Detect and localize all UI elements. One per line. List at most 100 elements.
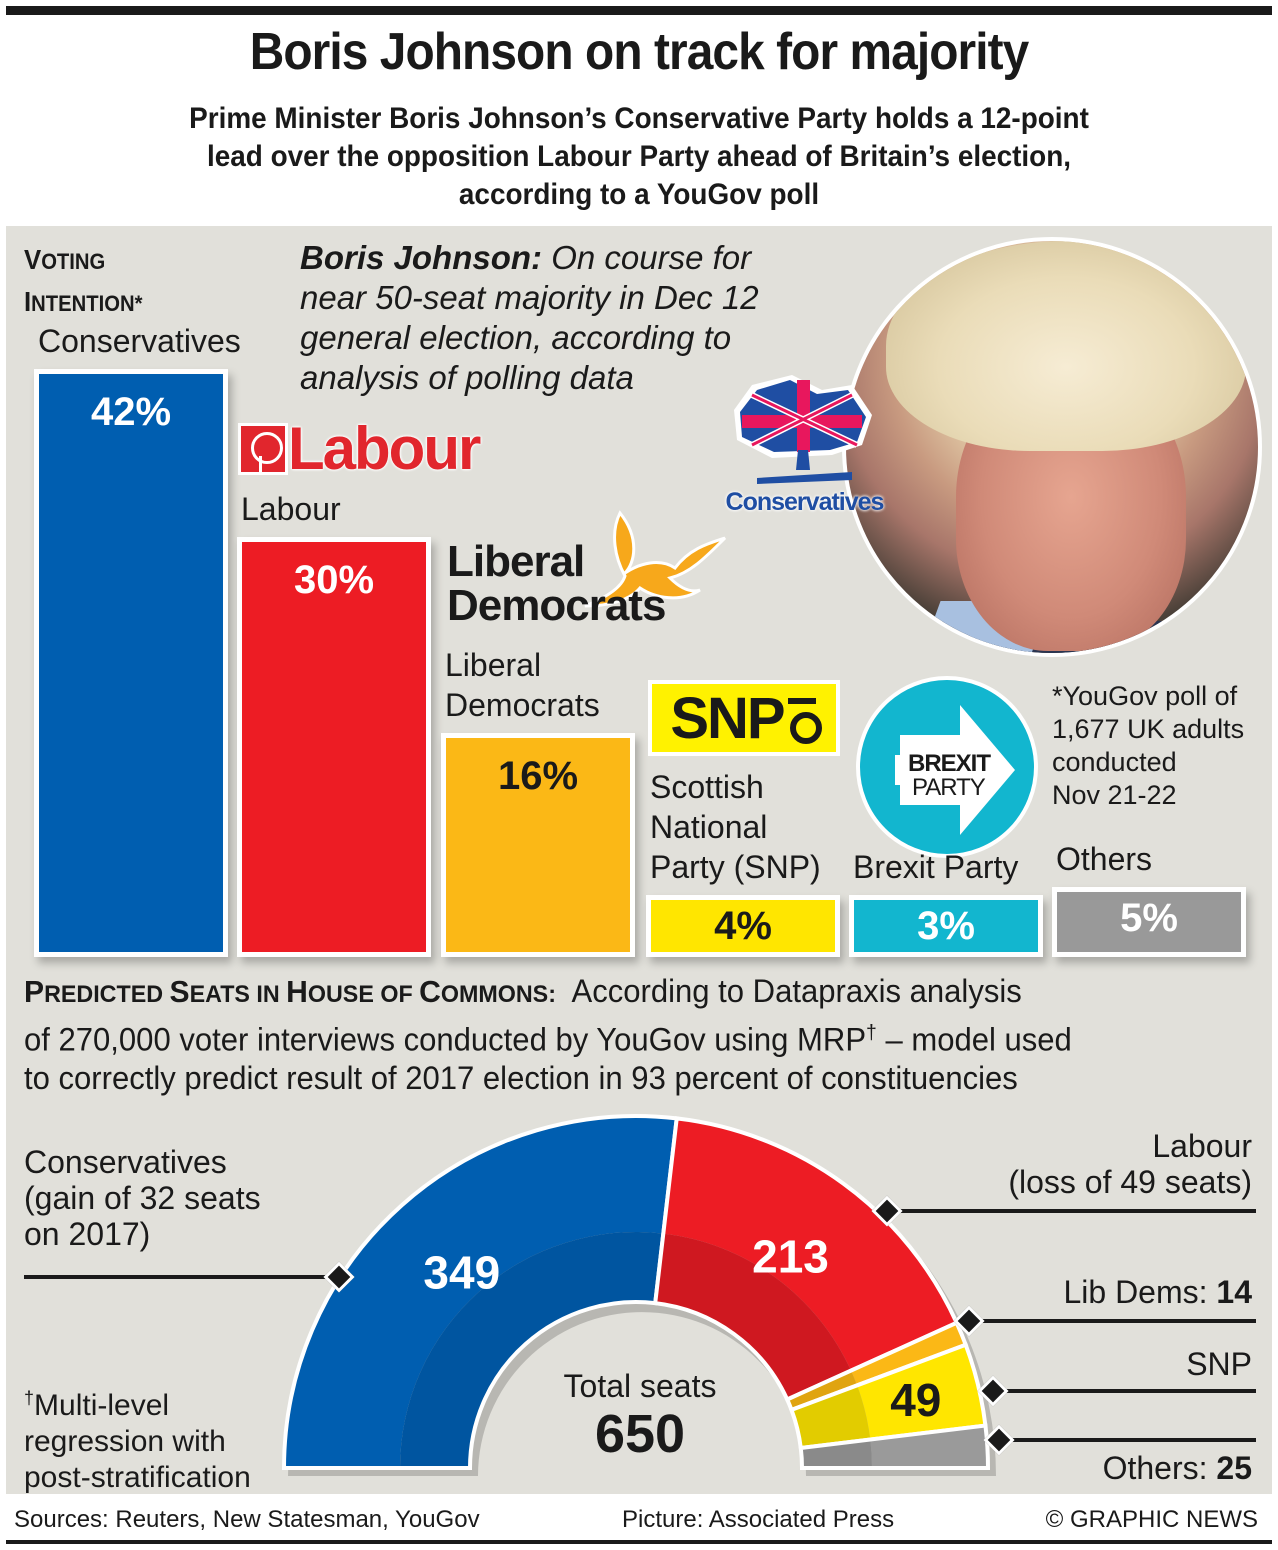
quote-speaker: Boris Johnson:: [300, 239, 543, 276]
arrow-icon: [895, 705, 1015, 835]
footnote-line: 1,677 UK adults: [1052, 714, 1245, 744]
dagger: †: [866, 1022, 877, 1044]
category-label-line: Labour: [241, 491, 341, 527]
snp-logo-text: SNP: [670, 685, 785, 751]
label-text: Lib Dems:: [1063, 1274, 1217, 1310]
quote-line: On course for: [551, 239, 752, 276]
subtitle-line: Prime Minister Boris Johnson’s Conservat…: [189, 102, 1089, 135]
copyright: © GRAPHIC NEWS: [1045, 1506, 1258, 1533]
slice-inner-band: [791, 1385, 871, 1448]
labour-logo-text: Labour: [288, 415, 481, 482]
bar-others: 5%: [1052, 887, 1246, 957]
footnote-line: regression with: [24, 1425, 226, 1458]
slice-outer-band: [663, 1118, 957, 1371]
bar-liberal-democrats: 16%: [441, 733, 635, 957]
seats-heading: PREDICTED SEATS IN HOUSE OF COMMONS: Acc…: [24, 972, 1227, 1097]
picture-credit: Picture: Associated Press: [622, 1506, 895, 1533]
slice-value-label: 49: [890, 1374, 941, 1426]
libdem-logo-line1: Liberal: [447, 537, 585, 586]
quote-line: general election, according to: [300, 319, 732, 356]
bar-category-label: Liberal Democrats: [445, 645, 600, 725]
label-libdems: Lib Dems: 14: [1063, 1274, 1252, 1310]
bar-category-label: Brexit Party: [853, 847, 1018, 887]
heading-rest: REDICTED: [44, 981, 170, 1008]
total-seats-value: 650: [594, 1404, 686, 1464]
category-label-line: Democrats: [445, 687, 600, 723]
label-text: SNP: [1186, 1346, 1252, 1382]
footnote-line: post-stratification: [24, 1461, 251, 1494]
bar-scottish-national-party-snp: 4%: [646, 895, 840, 957]
category-label-line: National: [650, 809, 768, 845]
johnson-quote: Boris Johnson: On course for near 50-sea…: [300, 238, 820, 398]
labour-logo: Labour: [238, 415, 481, 482]
total-seats: Total seats 650: [540, 1368, 740, 1464]
slice-inner-band: [400, 1232, 664, 1468]
conservatives-logo-text: Conservatives: [725, 488, 885, 516]
snp-loop-icon: [787, 696, 822, 744]
category-label-line: Brexit Party: [853, 849, 1019, 885]
rose-icon: [238, 423, 288, 475]
slice-value-label: 349: [423, 1246, 500, 1298]
footnote-line: conducted: [1052, 747, 1177, 777]
label-line: on 2017): [24, 1216, 151, 1252]
brexit-logo: BREXIT PARTY: [856, 676, 1038, 858]
bar-value-label: 16%: [497, 754, 579, 798]
conservatives-logo: Conservatives: [712, 370, 897, 520]
libdem-logo-line2: Democrats: [447, 581, 666, 630]
bar-conservatives: 42%: [34, 369, 228, 957]
heading-rest: NTENTION*: [31, 291, 143, 316]
seats-text: According to Datapraxis analysis: [564, 973, 1022, 1009]
subtitle-line: according to a YouGov poll: [458, 178, 820, 211]
bar-value-label: 5%: [1120, 896, 1178, 940]
footer: Sources: Reuters, New Statesman, YouGov …: [0, 1500, 1278, 1540]
subtitle-line: lead over the opposition Labour Party ah…: [206, 140, 1072, 173]
brexit-logo-line2: PARTY: [912, 774, 986, 801]
slice-outer-band: [284, 1116, 677, 1468]
voting-intention-heading: VOTING INTENTION*: [24, 240, 142, 324]
bar-category-label: Labour: [241, 489, 341, 529]
leader-line-snp: [996, 1389, 1256, 1393]
heading-rest: OTING: [41, 249, 106, 274]
bar-category-label: Conservatives: [38, 321, 241, 361]
label-line: Conservatives: [24, 1144, 227, 1180]
quote-line: analysis of polling data: [300, 359, 634, 396]
bar-brexit-party: 3%: [849, 895, 1043, 957]
label-line: (loss of 49 seats): [1008, 1164, 1252, 1200]
bar-value-label: 4%: [714, 904, 772, 948]
heading-rest: OMMONS:: [440, 981, 556, 1008]
slice-border: [652, 1116, 960, 1403]
bar-category-label: Scottish National Party (SNP): [650, 767, 821, 887]
slice-labour: [652, 1116, 960, 1403]
libdem-logo: Liberal Democrats: [445, 508, 727, 638]
heading-rest: EATS IN: [189, 981, 287, 1008]
label-line: (gain of 32 seats: [24, 1180, 261, 1216]
bar-labour: 30%: [237, 537, 431, 957]
slice-border: [281, 1114, 679, 1470]
leader-line-others: [1004, 1438, 1256, 1442]
brexit-logo-line1: BREXIT: [908, 750, 991, 777]
label-value: 14: [1216, 1274, 1252, 1310]
category-label-line: Conservatives: [38, 323, 241, 359]
bird-icon: [584, 510, 727, 608]
leader-line-labour: [888, 1209, 1256, 1213]
seats-text: – model used: [876, 1021, 1072, 1058]
category-label-line: Others: [1056, 841, 1153, 877]
label-value: 25: [1216, 1450, 1252, 1486]
heading-cap: V: [24, 244, 42, 275]
bar-value-label: 30%: [293, 558, 375, 602]
heading-cap: I: [24, 286, 32, 317]
page-title: Boris Johnson on track for majority: [249, 23, 1029, 81]
seats-text: to correctly predict result of 2017 elec…: [24, 1059, 1018, 1096]
sources-credit: Sources: Reuters, New Statesman, YouGov: [14, 1506, 480, 1533]
dagger: †: [24, 1388, 35, 1408]
slice-snp: [788, 1342, 988, 1451]
bottom-rule: [6, 1540, 1272, 1544]
slice-outer-band: [850, 1322, 966, 1386]
category-label-line: Liberal: [445, 647, 542, 683]
poll-footnote: *YouGov poll of 1,677 UK adults conducte…: [1052, 680, 1244, 812]
total-seats-label: Total seats: [563, 1368, 717, 1404]
heading-cap: H: [286, 974, 308, 1009]
bar-value-label: 42%: [90, 390, 172, 434]
seats-heading-title: PREDICTED SEATS IN HOUSE OF COMMONS:: [24, 973, 565, 1009]
label-conservatives: Conservatives (gain of 32 seats on 2017): [24, 1144, 261, 1252]
